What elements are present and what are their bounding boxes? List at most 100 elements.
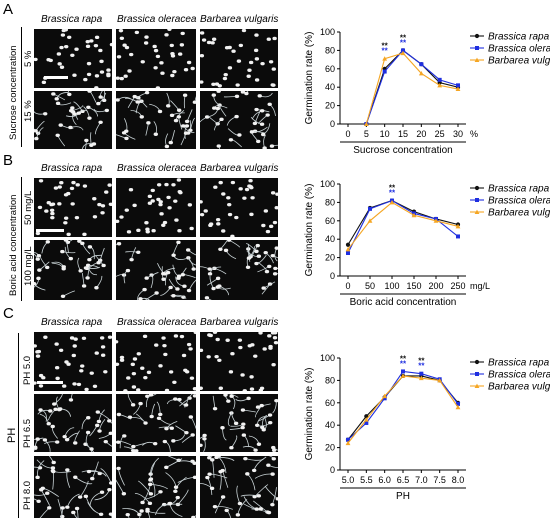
legend-marker (475, 372, 479, 376)
legend-label: Barbarea vulgaris (488, 208, 550, 219)
data-point (363, 417, 369, 422)
micrograph (200, 29, 278, 88)
series-line (365, 52, 459, 125)
row-label: 15 % (23, 100, 34, 122)
micrograph (116, 394, 196, 452)
data-point (382, 393, 388, 399)
x-tick-label: 15 (398, 129, 408, 139)
micrograph (200, 394, 278, 452)
y-axis-title: Germination rate (%) (304, 32, 315, 125)
y-tick-label: 0 (330, 465, 335, 475)
species-label: Barbarea vulgaris (200, 14, 279, 25)
y-tick-label: 20 (325, 253, 335, 263)
x-axis-title: PH (396, 491, 410, 502)
data-point (456, 83, 460, 88)
data-point (364, 420, 369, 425)
data-point (389, 200, 395, 205)
y-tick-label: 100 (320, 353, 335, 363)
x-axis-title: Boric acid concentration (350, 297, 457, 308)
y-tick-label: 20 (325, 101, 335, 111)
data-point (456, 401, 460, 406)
micrograph (116, 456, 196, 518)
significance-mark: ** (418, 362, 425, 371)
species-label: Brassica oleracea (117, 163, 197, 174)
y-tick-label: 40 (325, 420, 335, 430)
data-point (400, 50, 406, 56)
legend-label: Brassica oleracea (488, 196, 550, 207)
legend-marker (474, 57, 480, 62)
micrograph (34, 29, 112, 88)
x-tick-label: 250 (450, 281, 465, 291)
bracket-line (18, 333, 19, 518)
legend-label: Brassica rapa (488, 32, 550, 43)
chart-ph: 0 20 40 60 80 100 5.0 5.5 6.0 6.5 7.0 7.5 8.0 PH Germi… (304, 353, 550, 502)
data-point (455, 223, 461, 229)
row-label: PH 6.5 (22, 418, 33, 448)
legend-marker (474, 33, 480, 39)
data-point (364, 414, 369, 419)
legend-label: Brassica rapa (488, 358, 550, 369)
significance-mark: ** (400, 33, 407, 42)
y-tick-label: 0 (330, 119, 335, 129)
micrograph (34, 332, 112, 391)
micrograph (116, 178, 196, 237)
x-tick-label: 200 (428, 281, 443, 291)
significance-mark: ** (382, 42, 389, 51)
data-point (401, 369, 405, 374)
y-tick-label: 80 (325, 375, 335, 385)
x-tick-label: 5 (364, 129, 369, 139)
y-tick-label: 60 (325, 216, 335, 226)
series-line (347, 201, 459, 250)
legend-marker (474, 383, 480, 388)
significance-mark: ** (389, 184, 396, 193)
bracket-line (21, 177, 22, 301)
data-point (363, 121, 369, 126)
legend-label: Brassica oleracea (488, 44, 550, 55)
micrograph (200, 240, 278, 300)
data-point (433, 218, 439, 223)
x-tick-label: 7.5 (433, 475, 446, 485)
data-point (400, 373, 406, 378)
micrograph (116, 29, 196, 88)
legend-marker (474, 359, 480, 365)
data-point (411, 212, 417, 218)
row-label: 50 mg/L (23, 190, 34, 225)
data-point (368, 206, 372, 211)
legend-marker (475, 46, 479, 50)
species-label: Barbarea vulgaris (200, 317, 279, 328)
data-point (345, 246, 351, 252)
data-point (345, 242, 351, 247)
species-label: Brassica oleracea (117, 14, 197, 25)
micrograph (200, 178, 278, 237)
row-label: PH 8.0 (22, 480, 33, 510)
data-point (419, 371, 424, 376)
micrograph (200, 456, 278, 518)
y-axis-title: Germination rate (%) (304, 368, 315, 461)
x-tick-label: 0 (345, 129, 350, 139)
series-line (365, 49, 459, 125)
series-line (347, 375, 459, 444)
data-point (401, 48, 405, 53)
x-tick-label: 0 (345, 281, 350, 291)
data-point (382, 396, 387, 401)
legend-marker (475, 198, 479, 202)
x-axis-title: Sucrose concentration (353, 145, 453, 156)
x-unit-label: % (470, 129, 478, 139)
group-label: PH (6, 427, 18, 443)
x-tick-label: 6.5 (397, 475, 410, 485)
data-point (419, 62, 424, 67)
x-tick-label: 5.0 (342, 475, 355, 485)
micrograph (116, 240, 196, 300)
data-point (418, 375, 424, 381)
series-line (347, 199, 459, 246)
x-tick-label: 25 (435, 129, 445, 139)
micrograph (34, 394, 112, 452)
bracket-line (21, 27, 22, 147)
legend-label: Brassica rapa (488, 184, 550, 195)
data-point (437, 82, 443, 88)
data-point (455, 86, 461, 92)
micrograph (34, 240, 112, 300)
x-tick-label: 7.0 (415, 475, 428, 485)
significance-mark: ** (400, 354, 407, 363)
chart-sucrose: 0 20 40 60 80 100 0 5 10 15 20 25 30 % Sucrose concent… (304, 27, 550, 156)
